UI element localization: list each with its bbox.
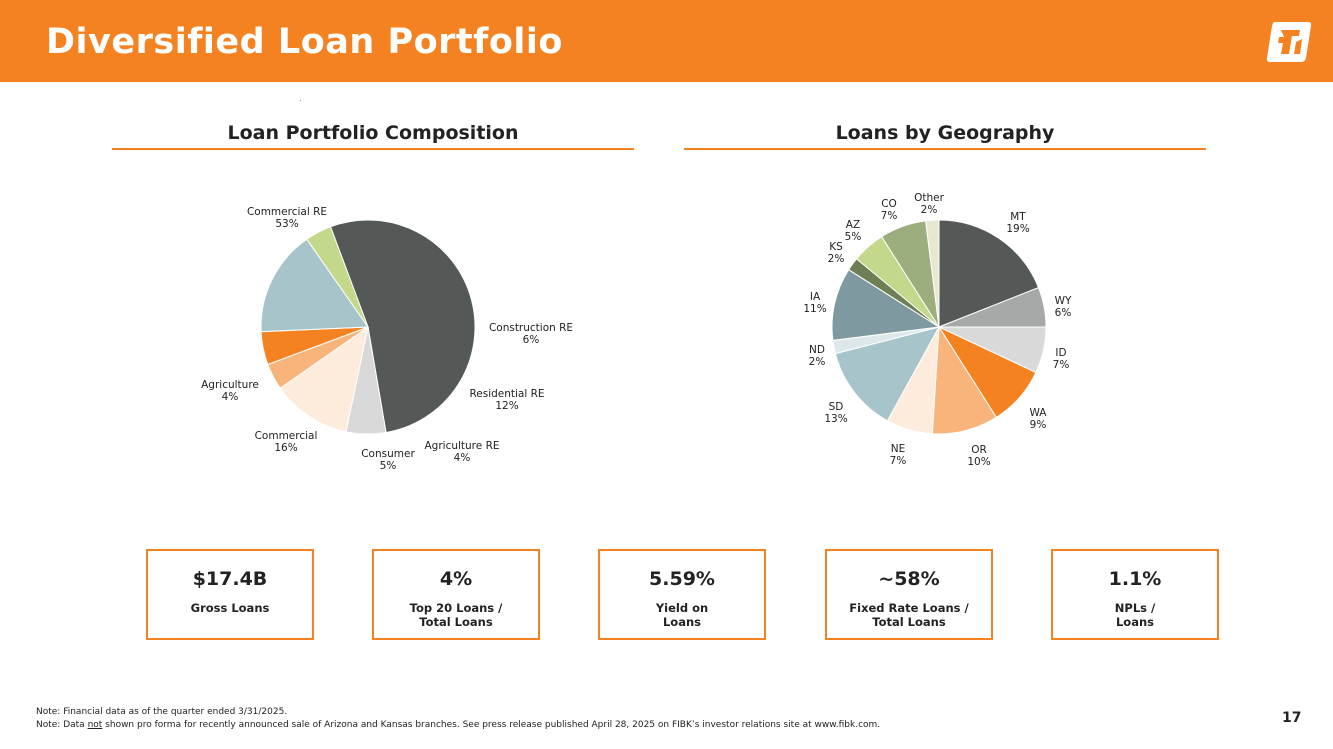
footnote-1: Note: Financial data as of the quarter e… [36,707,288,717]
pie-slice-agriculture [306,226,369,328]
kpi-value: 4% [439,568,473,590]
page-number: 17 [1282,710,1302,726]
slice-label-ne: NE 7% [890,443,907,467]
pie-slice-sd [834,326,940,422]
slice-label-residential-re: Residential RE 12% [469,388,544,412]
kpi-value: 1.1% [1108,568,1162,590]
slice-label-az: AZ 5% [845,219,862,243]
composition-title: Loan Portfolio Composition [227,122,519,144]
kpi-label: Top 20 Loans / Total Loans [409,601,503,629]
slice-label-construction-re: Construction RE 6% [489,322,573,346]
slice-label-nd: ND 2% [809,344,826,368]
pie-slice-commercial-re [329,219,476,434]
kpi-label: Gross Loans [190,601,270,615]
slice-label-wa: WA 9% [1030,407,1048,431]
slice-label-commercial: Commercial 16% [255,430,318,454]
kpi-value: $17.4B [192,568,268,590]
footnote-2-suffix: shown pro forma for recently announced s… [102,720,881,730]
slice-label-other: Other 2% [914,192,944,216]
kpi-top20-loans: 4% Top 20 Loans / Total Loans [372,549,540,640]
pie-slice-other [925,219,940,328]
kpi-gross-loans: $17.4B Gross Loans [146,549,314,640]
pie-slice-residential-re [279,325,369,433]
pie-slice-commercial [260,238,369,333]
footnote-2-prefix: Note: Data [36,720,88,730]
geography-title: Loans by Geography [835,122,1055,144]
slice-label-commercial-re: Commercial RE 53% [247,206,327,230]
page-title: Diversified Loan Portfolio [46,22,563,62]
kpi-yield: 5.59% Yield on Loans [598,549,766,640]
slice-label-id: ID 7% [1053,347,1070,371]
kpi-npls: 1.1% NPLs / Loans [1051,549,1219,640]
stray-dot [300,100,301,101]
slice-label-agriculture-re: Agriculture RE 4% [424,440,499,464]
pie-slice-ia [831,268,941,341]
slice-label-consumer: Consumer 5% [361,448,415,472]
slice-label-agriculture: Agriculture 4% [201,379,259,403]
slice-label-co: CO 7% [881,198,898,222]
kpi-label: Yield on Loans [655,601,709,629]
kpi-value: ~58% [878,568,940,590]
footnote-2: Note: Data not shown pro forma for recen… [36,720,880,730]
slice-label-ia: IA 11% [803,291,826,315]
slice-label-wy: WY 6% [1055,295,1072,319]
kpi-fixed-rate: ~58% Fixed Rate Loans / Total Loans [825,549,993,640]
company-logo-icon [1266,22,1312,62]
kpi-value: 5.59% [649,568,715,590]
pie-slice-mt [938,219,1040,328]
header-bar: Diversified Loan Portfolio [0,0,1333,82]
slice-label-sd: SD 13% [824,401,847,425]
footnote-2-underline: not [87,720,103,730]
pie-charts: Commercial RE 53% Construction RE 6% Residen… [201,192,1072,472]
kpi-label: NPLs / Loans [1114,601,1156,629]
slice-label-ks: KS 2% [828,241,845,265]
kpi-label: Fixed Rate Loans / Total Loans [849,601,969,629]
geography-rule [684,148,1206,150]
composition-rule [112,148,634,150]
slice-label-or: OR 10% [967,444,990,468]
slice-label-mt: MT 19% [1006,211,1029,235]
